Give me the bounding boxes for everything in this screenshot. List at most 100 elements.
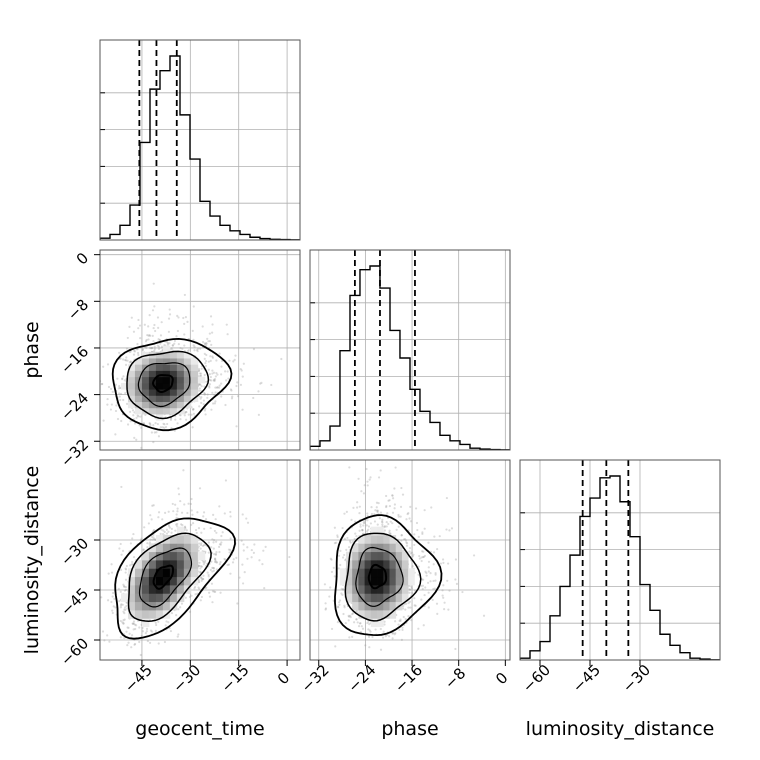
- density-cell: [190, 358, 199, 365]
- density-cell: [162, 364, 171, 371]
- sample-point: [360, 490, 363, 493]
- sample-point: [210, 343, 213, 346]
- sample-point: [280, 357, 283, 361]
- sample-point: [122, 398, 125, 402]
- contour-line: [114, 517, 236, 640]
- sample-point: [450, 527, 454, 530]
- sample-point: [155, 431, 158, 434]
- sample-point: [156, 316, 160, 319]
- sample-point: [161, 426, 164, 429]
- sample-point: [366, 512, 369, 515]
- sample-point: [211, 323, 214, 326]
- sample-point: [121, 621, 124, 624]
- sample-point: [235, 425, 238, 428]
- density-cell: [148, 395, 157, 403]
- sample-point: [391, 632, 394, 635]
- histogram-panel-geocent_time: [99, 39, 301, 241]
- density-cell: [127, 389, 136, 396]
- sample-point: [240, 369, 243, 372]
- sample-point: [250, 556, 253, 559]
- sample-point: [211, 369, 214, 372]
- density-cell: [162, 351, 171, 359]
- sample-point: [183, 503, 186, 506]
- sample-point: [116, 417, 120, 421]
- sample-point: [262, 549, 265, 552]
- sample-point: [324, 602, 327, 605]
- sample-point: [204, 364, 208, 368]
- density-cell: [190, 376, 199, 384]
- sample-point: [187, 413, 190, 416]
- density-cell: [176, 395, 185, 403]
- sample-point: [211, 372, 214, 375]
- sample-point: [114, 383, 117, 386]
- sample-point: [218, 550, 221, 554]
- x-tick-label: −30: [169, 661, 204, 696]
- sample-point: [124, 606, 127, 609]
- sample-point: [121, 377, 124, 380]
- sample-point: [129, 360, 132, 363]
- sample-point: [200, 579, 203, 582]
- sample-point: [415, 521, 419, 525]
- sample-point: [190, 497, 193, 501]
- sample-point: [190, 594, 193, 597]
- sample-point: [168, 526, 171, 529]
- sample-point: [207, 360, 210, 363]
- sample-point: [324, 608, 327, 611]
- sample-point: [167, 525, 171, 528]
- sample-point: [202, 574, 205, 577]
- sample-point: [193, 587, 196, 590]
- sample-point: [142, 548, 145, 552]
- sample-point: [358, 512, 361, 515]
- sample-point: [133, 436, 136, 439]
- sample-point: [154, 329, 157, 333]
- sample-point: [353, 456, 355, 458]
- sample-point: [102, 419, 105, 422]
- sample-point: [122, 583, 125, 586]
- sample-point: [368, 646, 371, 649]
- sample-point: [147, 325, 150, 328]
- sample-point: [201, 577, 205, 581]
- sample-point: [288, 555, 291, 559]
- sample-point: [229, 548, 232, 552]
- x-tick-label: −45: [569, 661, 604, 696]
- sample-point: [201, 325, 204, 328]
- sample-point: [121, 549, 125, 552]
- sample-point: [123, 637, 126, 640]
- sample-point: [116, 377, 119, 380]
- sample-point: [212, 569, 215, 572]
- x-tick-label: 0: [274, 669, 293, 688]
- sample-point: [461, 590, 464, 594]
- sample-point: [140, 426, 143, 429]
- density-cell: [176, 370, 185, 378]
- sample-point: [224, 370, 227, 373]
- density-cell: [155, 382, 164, 390]
- sample-point: [147, 338, 150, 341]
- sample-point: [250, 548, 253, 552]
- sample-point: [186, 320, 189, 323]
- sample-point: [124, 567, 127, 570]
- sample-point: [236, 602, 239, 605]
- sample-point: [177, 343, 180, 346]
- sample-point: [368, 478, 371, 481]
- sample-point: [356, 506, 359, 509]
- sample-point: [157, 347, 161, 350]
- sample-point: [441, 558, 445, 561]
- sample-point: [155, 623, 158, 627]
- sample-point: [153, 431, 156, 434]
- sample-point: [220, 534, 223, 538]
- sample-point: [197, 389, 201, 392]
- sample-point: [482, 614, 486, 617]
- sample-point: [173, 339, 177, 342]
- sample-point: [175, 513, 178, 516]
- sample-point: [175, 523, 178, 526]
- sample-point: [182, 316, 185, 320]
- sample-point: [193, 345, 196, 348]
- sample-point: [366, 480, 369, 483]
- sample-point: [114, 606, 117, 609]
- sample-point: [214, 557, 217, 560]
- sample-point: [208, 454, 210, 456]
- sample-point: [329, 557, 332, 560]
- sample-point: [242, 543, 245, 546]
- sample-point: [377, 476, 381, 479]
- y-axis-label: luminosity_distance: [21, 466, 43, 655]
